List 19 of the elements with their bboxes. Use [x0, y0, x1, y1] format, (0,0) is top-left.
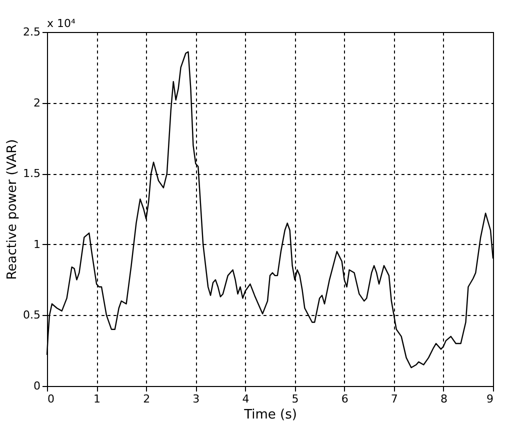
x-tick-label: 9 [486, 392, 494, 406]
text: x 10⁴ [47, 17, 76, 30]
y-tick-label: 0 [34, 380, 40, 392]
x-tick-label: 0 [48, 392, 54, 406]
y-tick-label: 0.5 [23, 308, 40, 322]
y-tick-label: 2 [34, 96, 40, 110]
x-tick-label: 5 [292, 392, 299, 406]
y-tick-label: 1.5 [23, 167, 40, 180]
x-axis-title: Time (s) [243, 408, 297, 422]
x-tick-label: 3 [192, 392, 200, 406]
x-tick-label: 4 [242, 392, 250, 406]
y-tick-label: 2.5 [23, 26, 40, 38]
x-tick-label: 2 [143, 392, 150, 406]
y-tick-label: 1 [34, 238, 40, 251]
x-tick-label: 7 [390, 392, 398, 406]
x-tick-label: 1 [94, 392, 101, 406]
x-tick-label: 6 [341, 392, 348, 406]
y-axis-title: Reactive power (VAR) [5, 139, 20, 280]
x-tick-label: 8 [440, 392, 448, 406]
